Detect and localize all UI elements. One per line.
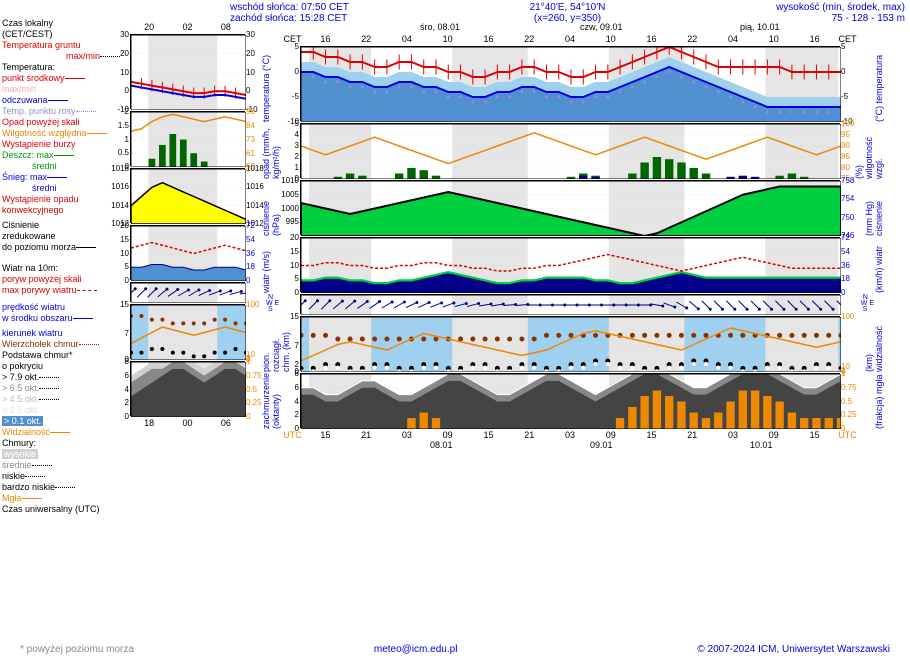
sunrise: wschód słońca: 07:50 CET (230, 2, 455, 13)
small-chart-cover: 0246800.250.50.751 (130, 361, 245, 416)
main-chart-cover: 0246800.250.50.751zachmurzenie (oktanty)… (300, 373, 840, 428)
main-chart-wdir: NW E S NW E S (300, 294, 840, 314)
main-chart-press: 995100010051010746750754758ciśnienie (hP… (300, 180, 840, 235)
footnote: * powyżej poziomu morza (20, 644, 134, 655)
legend-medium: średnie (2, 460, 130, 470)
small-chart-temp: -100102030-100102030 (130, 34, 245, 109)
copyright: © 2007-2024 ICM, Uniwersytet Warszawski (697, 644, 890, 655)
legend-ok01: > 0.1 okt. (2, 416, 43, 426)
legend-clouds: Chmury: (2, 438, 130, 448)
legend-localtime: Czas lokalny (2, 18, 130, 28)
legend-high: wysokie (2, 449, 38, 459)
coords: 21°40'E, 54°10'N (455, 2, 680, 13)
legend-fog: Mgła (2, 493, 130, 503)
small-chart-press: 10121014101610181012101410161018 (130, 168, 245, 223)
small-chart-precip: 00.511.525061738496 (130, 111, 245, 166)
main-chart-temp: -10-505-10-505temperatura (°C)(°C) tempe… (300, 46, 840, 121)
small-chart-wdir (130, 282, 245, 302)
small-chart-wind: 05101520018365472 (130, 225, 245, 280)
left-charts-column: 200208-100102030-10010203000.511.5250617… (130, 22, 260, 428)
main-chart-precip: 0123457580859095100opad (mm/h, kg/m²/h)(… (300, 123, 840, 178)
legend-visibility: Widzialność (2, 427, 130, 437)
email[interactable]: meteo@icm.edu.pl (374, 644, 458, 655)
legend-low: niskie (2, 471, 130, 481)
legend-vlow: bardzo niskie (2, 482, 130, 492)
main-charts-column: śro, 08.01czw, 09.01pią, 10.01CET1622041… (300, 22, 865, 452)
main-chart-cloud: 0271501210100pion. rozciągł. chm. (km)(k… (300, 316, 840, 371)
small-chart-cloud: 071501210100 (130, 304, 245, 359)
legend-utc: Czas uniwersalny (UTC) (2, 504, 130, 514)
main-chart-wind: 05101520018365472wiatr (m/s)(km/h) wiatr (300, 237, 840, 292)
elevation-label: wysokość (min, środek, max) (680, 2, 905, 13)
